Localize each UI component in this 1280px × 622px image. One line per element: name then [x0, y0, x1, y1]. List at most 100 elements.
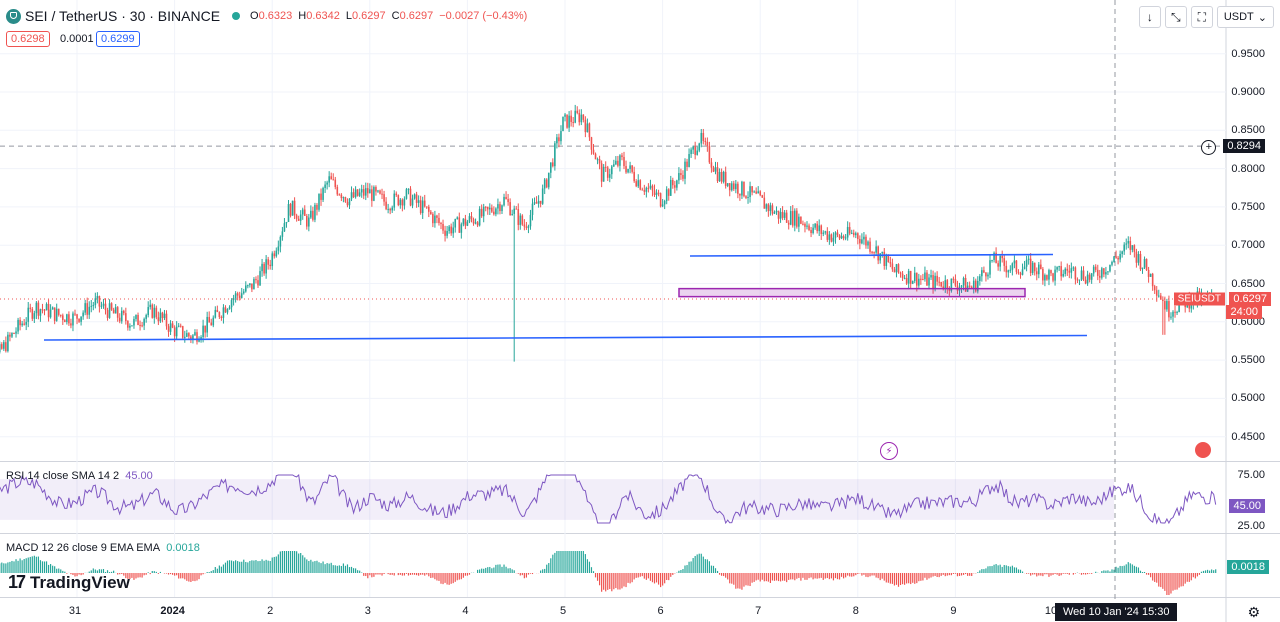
candle-body — [893, 269, 896, 273]
candle-body — [663, 201, 666, 205]
candle-body — [80, 316, 82, 322]
candle-body — [1084, 279, 1087, 284]
candle-body — [1176, 311, 1178, 313]
flag-icon[interactable] — [1195, 442, 1211, 458]
candle-body — [214, 309, 217, 318]
candle-body — [720, 171, 723, 182]
candle-body — [503, 196, 505, 206]
candle-body — [401, 199, 404, 206]
bolt-icon[interactable]: ⚡ — [880, 442, 898, 460]
sell-price[interactable]: 0.6298 — [6, 31, 50, 47]
candle-body — [765, 204, 768, 209]
candle-body — [165, 313, 168, 327]
candle-body — [844, 237, 847, 239]
candle-body — [328, 176, 330, 183]
candle-body — [936, 275, 938, 282]
candle-body — [989, 260, 991, 275]
candle-body — [769, 205, 772, 212]
candle-body — [137, 314, 139, 326]
candle-body — [338, 194, 341, 196]
symbol-title[interactable]: SEI / TetherUS · 30 · BINANCE — [25, 8, 221, 24]
currency-select[interactable]: USDT ⌄ — [1216, 6, 1274, 28]
candle-body — [907, 270, 910, 284]
candle-body — [1062, 273, 1064, 277]
candle-body — [120, 310, 123, 322]
candle-body — [72, 313, 74, 326]
candle-body — [747, 196, 749, 198]
candle-body — [1101, 268, 1103, 278]
candle-body — [649, 185, 652, 189]
candle-body — [564, 114, 566, 117]
candle-body — [505, 196, 507, 200]
buy-price[interactable]: 0.6299 — [96, 31, 140, 47]
rsi-axis-25: 25.00 — [1237, 520, 1265, 532]
candle-body — [1046, 275, 1048, 280]
support-trendline — [43, 334, 1088, 341]
ask-price-box[interactable]: 0.6299 — [96, 30, 140, 48]
candle-body — [1155, 290, 1158, 296]
candle-body — [275, 250, 278, 257]
candle-body — [1164, 301, 1166, 310]
candle-body — [881, 251, 884, 254]
candle-body — [1157, 295, 1160, 297]
candle-body — [204, 325, 206, 333]
candle-body — [238, 295, 241, 298]
candle-body — [981, 270, 983, 277]
candle-body — [5, 342, 7, 352]
candle-body — [1174, 311, 1176, 313]
candle-body — [348, 198, 351, 206]
candle-body — [1070, 268, 1073, 273]
candle-body — [375, 187, 377, 192]
sei-logo-icon — [6, 8, 21, 24]
candle-body — [295, 215, 298, 219]
fullscreen-icon[interactable]: ⛶ — [1190, 6, 1213, 28]
candle-body — [692, 146, 694, 150]
candle-body — [838, 234, 841, 239]
candle-body — [533, 202, 536, 204]
candle-body — [25, 321, 27, 325]
candle-body — [206, 316, 208, 333]
bid-price-box[interactable]: 0.6298 — [6, 30, 50, 48]
candle-body — [188, 333, 190, 337]
candle-body — [1056, 267, 1058, 270]
crosshair-date-label: Wed 10 Jan '24 15:30 — [1055, 603, 1178, 621]
candle-body — [147, 307, 149, 316]
candle-body — [436, 215, 438, 218]
candle-body — [1129, 241, 1132, 250]
candle-body — [448, 226, 450, 232]
candle-body — [643, 190, 646, 192]
candle-body — [554, 143, 556, 167]
tradingview-logo[interactable]: 17 TradingView — [8, 572, 130, 593]
candle-body — [1168, 301, 1170, 318]
candle-body — [812, 227, 814, 234]
candle-body — [617, 160, 619, 166]
candle-body — [696, 150, 698, 155]
candle-body — [682, 175, 684, 179]
candle-body — [432, 213, 434, 224]
candle-body — [320, 193, 322, 200]
rsi-legend[interactable]: RSI 14 close SMA 14 2 45.00 — [6, 470, 153, 482]
ohlc-low: L0.6297 — [345, 10, 386, 22]
plus-circle-icon[interactable]: + — [1201, 140, 1217, 155]
price-tick-label: 0.9500 — [1231, 47, 1265, 60]
candle-body — [106, 310, 109, 318]
candle-body — [167, 326, 170, 332]
compress-icon[interactable]: ⤡ — [1164, 6, 1187, 28]
candle-body — [499, 204, 501, 212]
candle-body — [877, 246, 879, 261]
candle-body — [257, 280, 259, 286]
arrow-down-icon[interactable]: ↓ — [1138, 6, 1161, 28]
candle-body — [428, 206, 430, 212]
candle-body — [1117, 257, 1119, 260]
macd-legend[interactable]: MACD 12 26 close 9 EMA EMA 0.0018 — [6, 542, 200, 554]
candle-body — [983, 270, 985, 273]
candle-body — [578, 112, 581, 123]
candle-body — [558, 137, 560, 142]
candle-body — [509, 202, 511, 216]
gear-icon[interactable]: ⚙ — [1247, 604, 1260, 620]
ohlc-change: −0.0027 (−0.43%) — [439, 10, 528, 22]
candle-body — [1145, 258, 1148, 271]
candle-body — [635, 181, 637, 187]
candle-body — [560, 131, 562, 142]
